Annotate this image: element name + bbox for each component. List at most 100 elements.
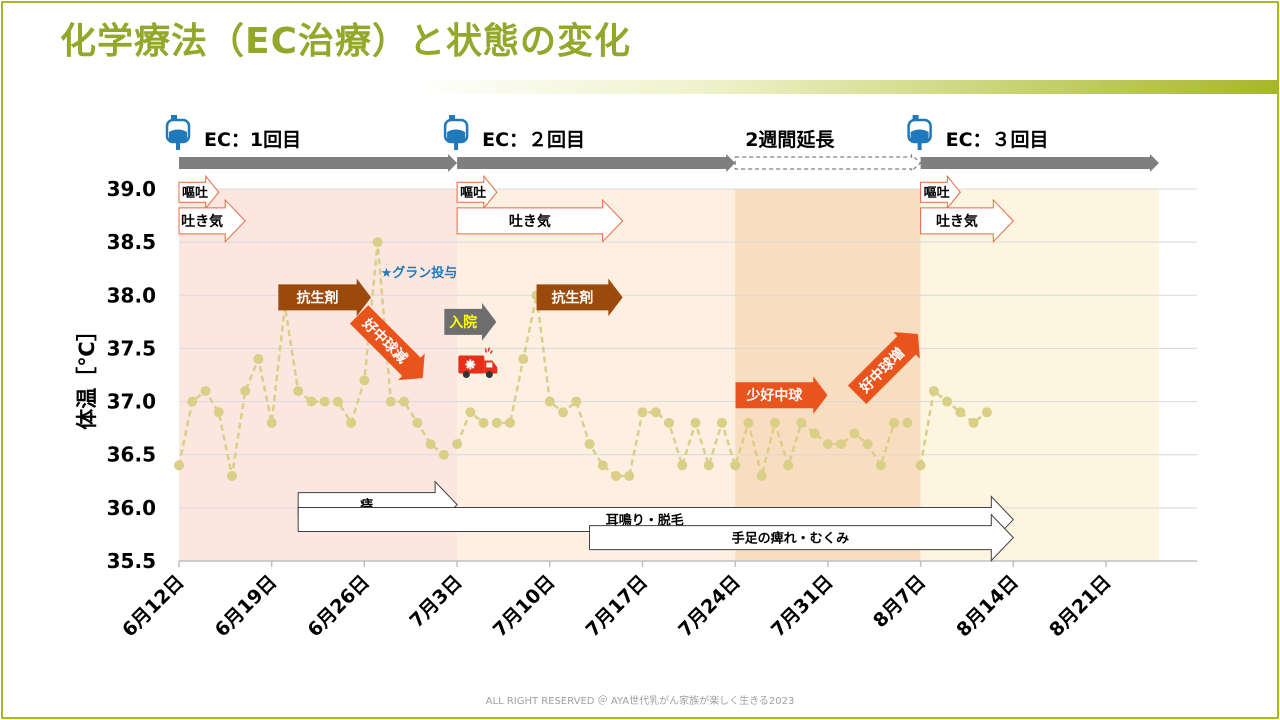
page-title: 化学療法（EC治療）と状態の変化 [60,21,632,62]
symptom-label: 耳鳴り・脱毛 [606,513,684,529]
temperature-point [571,396,582,407]
temperature-point [266,417,277,428]
temperature-point [399,396,410,407]
temperature-point [928,385,939,396]
vomit-label: 嘔吐 [924,185,950,201]
temperature-point [174,460,184,471]
y-tick-label: 35.5 [107,549,156,573]
nausea-arrow [920,198,1014,243]
timeline-label: EC：２回目 [482,129,585,151]
y-tick-label: 38.5 [107,230,156,254]
temperature-point [849,428,860,439]
temperature-point [213,407,224,418]
timeline-label: 2週間延長 [745,129,835,151]
phase-band-2 [457,189,736,561]
temperature-point [597,460,608,471]
temperature-point [491,417,502,428]
vomit-label: 嘔吐 [182,185,208,201]
nausea-label: 吐き気 [509,213,551,230]
x-tick-label: 8月21日 [1045,571,1115,641]
temperature-point [240,385,251,396]
nausea-arrow [178,198,246,243]
temperature-point [200,385,211,396]
temperature-point [372,237,383,248]
timeline-arrow-4 [920,154,1159,172]
temperature-point [319,396,330,407]
x-tick-label: 7月3日 [406,571,467,632]
temperature-point [226,470,237,481]
temperature-point [385,396,396,407]
drip-icon-cap [449,115,456,120]
temperature-point [703,460,714,471]
temperature-point [359,375,370,386]
drip-icon-fluid [910,129,929,141]
antibiotic-arrow [536,278,623,317]
x-tick-label: 7月24日 [674,571,744,641]
temperature-point [478,417,489,428]
drip-icon-fluid [447,129,466,141]
temperature-point [663,417,674,428]
temperature-point [756,470,767,481]
antibiotic-arrow [278,278,372,317]
timeline-label: EC：３回目 [946,129,1049,151]
temperature-point [822,439,833,450]
nausea-label: 吐き気 [181,213,223,230]
wbc-down-arrow [349,305,425,381]
ambulance-wheel [485,370,493,378]
x-tick-label: 7月31日 [767,571,837,641]
antibiotic-label: 抗生剤 [297,289,339,306]
phase-backgrounds [179,189,1159,561]
temperature-point [783,460,794,471]
temperature-point [505,417,516,428]
iv-drip-bag-icon [443,115,469,150]
temperature-point [915,460,926,471]
ambulance-wheel [462,370,470,378]
x-tick-label: 7月10日 [489,571,559,641]
wbc-up-arrow [847,331,920,404]
x-tick-label: 7月17日 [582,571,652,641]
copyright-footer: ALL RIGHT RESERVED ＠ AYA世代乳がん家族が楽しく生きる20… [485,696,795,707]
temperature-point [412,417,423,428]
temperature-point [332,396,343,407]
temperature-point [438,449,449,460]
temperature-point [253,354,264,365]
x-tick-label: 8月14日 [952,571,1022,641]
drip-icon-tube [454,142,459,150]
y-tick-label: 39.0 [107,177,156,201]
temperature-point [187,396,198,407]
drip-icon-tube [917,142,922,150]
vomit-label: 嘔吐 [460,185,486,201]
temperature-point [425,439,436,450]
iv-drip-bag-icon [165,115,191,150]
temperature-point [452,439,463,450]
y-tick-label: 37.0 [107,390,156,414]
temperature-point [624,470,635,481]
temperature-point [902,417,913,428]
y-axis-label: 体温［℃］ [75,320,99,429]
timeline-arrow-extension [734,153,922,173]
drip-icon-tube [176,142,180,150]
temperature-point [465,407,476,418]
antibiotic-label: 抗生剤 [551,289,593,306]
admission-label: 入院 [449,314,477,331]
g-csf-label: ★グラン投与 [381,265,458,281]
temperature-point [862,439,873,450]
temperature-point [584,439,595,450]
drip-icon-cap [912,115,919,120]
wbc-low-arrow [735,376,828,415]
temperature-point [558,407,569,418]
temperature-point [796,417,807,428]
timeline-arrow-1 [179,154,458,172]
drip-icon-fluid [169,129,187,141]
ambulance-icon [458,347,498,378]
x-tick-label: 8月7日 [869,571,930,632]
vomit-arrow [456,174,498,210]
nausea-label: 吐き気 [936,213,978,230]
temperature-point [889,417,900,428]
temperature-point [637,407,648,418]
temperature-point [743,417,754,428]
temperature-point [306,396,317,407]
ambulance-window [486,362,493,368]
